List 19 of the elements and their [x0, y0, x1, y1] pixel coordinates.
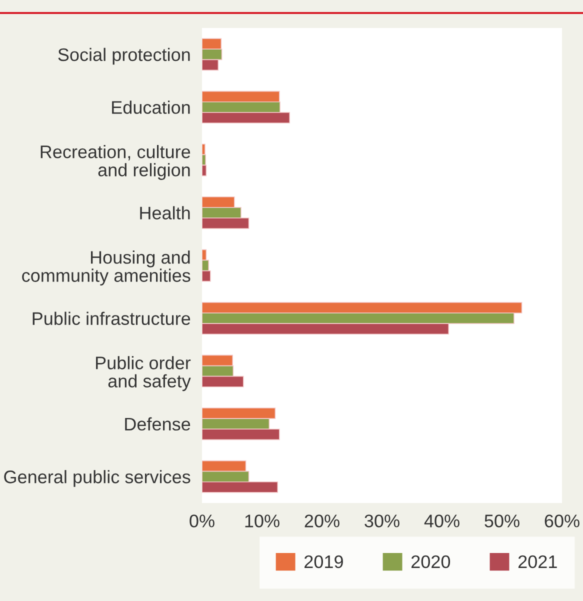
y-tick-label: Housing and community amenities [22, 250, 190, 286]
y-tick-label: Education [112, 100, 190, 114]
x-tick-label: 30% [364, 514, 400, 528]
y-tick-label: Health [140, 206, 190, 220]
y-tick-label: Public order and safety [96, 356, 191, 392]
y-tick-label: Public infrastructure [32, 312, 190, 325]
y-tick-label: General public services [4, 470, 190, 487]
x-tick-label: 0% [190, 514, 214, 528]
y-tick-label: Social protection [58, 48, 190, 65]
x-tick-label: 40% [424, 514, 460, 528]
y-tick-label: Defense [125, 417, 190, 431]
legend-label: 2020 [412, 555, 450, 568]
y-tick-label: Recreation, culture and religion [40, 144, 190, 180]
legend-label: 2021 [518, 555, 557, 568]
legend-label: 2019 [304, 555, 343, 568]
x-tick-label: 60% [544, 514, 580, 528]
x-tick-label: 50% [484, 514, 520, 528]
x-tick-label: 20% [304, 514, 340, 528]
x-tick-label: 10% [245, 514, 280, 528]
